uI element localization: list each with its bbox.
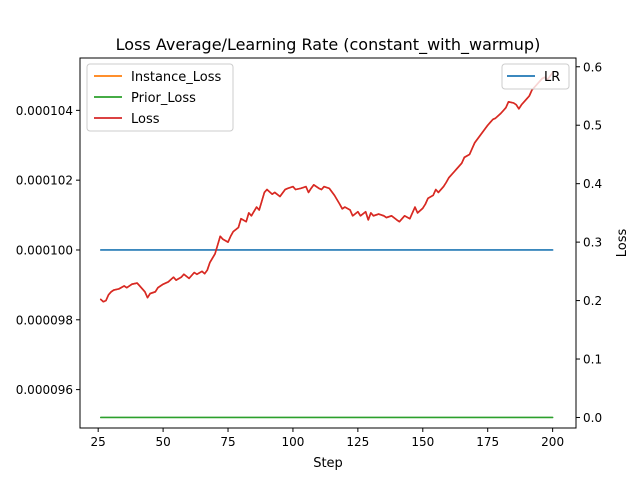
- y-right-tick-label: 0.0: [583, 411, 602, 425]
- y-right-tick-label: 0.4: [583, 177, 602, 191]
- y-left-tick-label: 0.000100: [16, 243, 73, 257]
- y-left-tick-label: 0.000098: [16, 313, 73, 327]
- chart-title: Loss Average/Learning Rate (constant_wit…: [116, 35, 541, 55]
- x-tick-label: 200: [541, 435, 564, 449]
- y-right-tick-label: 0.1: [583, 353, 602, 367]
- x-tick-label: 75: [220, 435, 235, 449]
- x-tick-label: 125: [346, 435, 369, 449]
- y-right-tick-label: 0.3: [583, 236, 602, 250]
- legend-label-prior-loss: Prior_Loss: [131, 91, 196, 106]
- y-left-tick-label: 0.000104: [16, 104, 73, 118]
- y-axis-label-right: Loss: [615, 229, 630, 258]
- legend-label-instance-loss: Instance_Loss: [131, 70, 222, 85]
- x-tick-label: 150: [411, 435, 434, 449]
- y-right-tick-label: 0.5: [583, 119, 602, 133]
- legend-label-loss: Loss: [131, 112, 160, 127]
- x-tick-label: 175: [476, 435, 499, 449]
- x-tick-label: 100: [281, 435, 304, 449]
- x-tick-label: 25: [91, 435, 106, 449]
- legend-right: LR: [502, 64, 569, 89]
- legend-left: Instance_Loss Prior_Loss Loss: [87, 64, 233, 131]
- y-right-tick-label: 0.2: [583, 294, 602, 308]
- y-left-tick-label: 0.000096: [16, 383, 73, 397]
- x-tick-label: 50: [155, 435, 170, 449]
- y-left-tick-label: 0.000102: [16, 174, 73, 188]
- y-right-tick-label: 0.6: [583, 60, 602, 74]
- legend-label-lr: LR: [544, 70, 560, 85]
- x-axis-label: Step: [313, 456, 343, 471]
